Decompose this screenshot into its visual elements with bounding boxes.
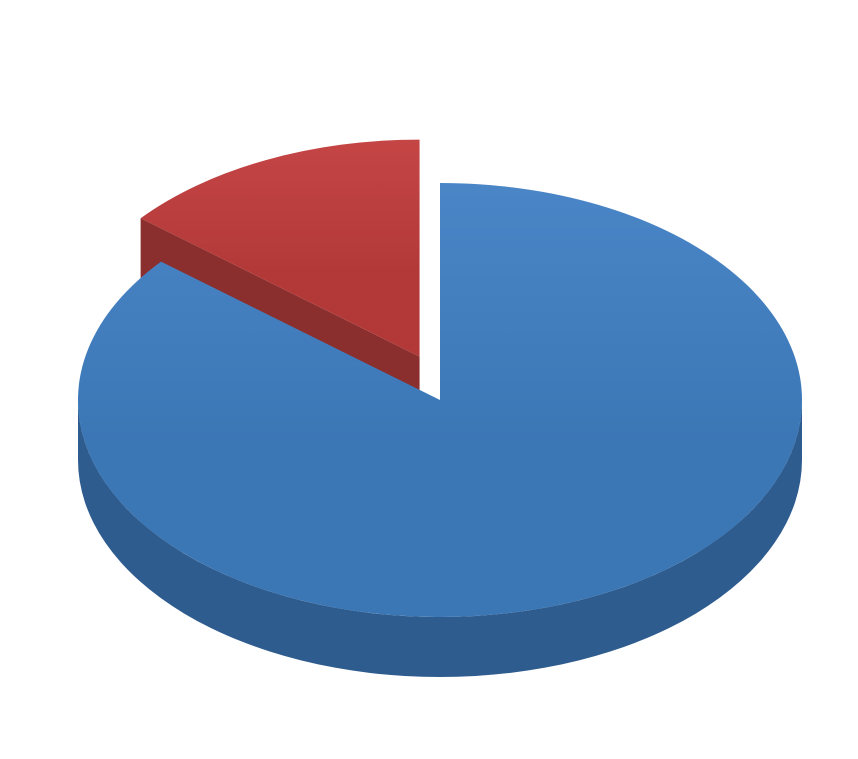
pie-chart-3d [0, 0, 858, 759]
